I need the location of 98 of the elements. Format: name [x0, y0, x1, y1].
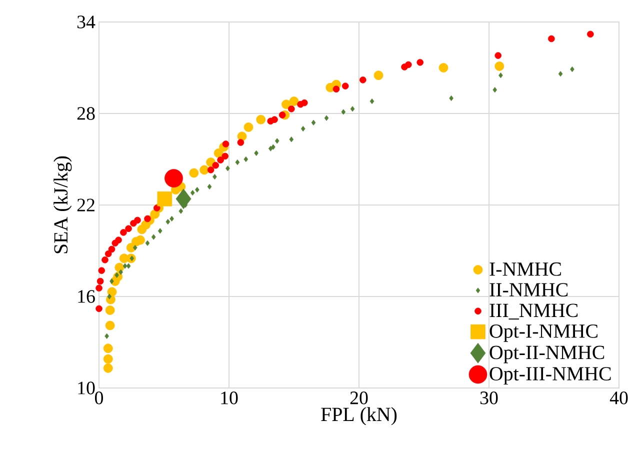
point: [237, 139, 244, 146]
point: [278, 112, 286, 118]
point: [300, 126, 306, 132]
y-tick-label: 10: [78, 382, 95, 394]
point: [103, 344, 113, 354]
point: [158, 228, 162, 234]
point: [324, 115, 329, 121]
point: [120, 229, 127, 236]
point: [145, 240, 150, 246]
x-tick-label: 20: [350, 392, 368, 404]
point: [189, 168, 199, 178]
point: [190, 190, 195, 196]
point: [438, 63, 448, 72]
point: [108, 246, 116, 253]
point: [96, 278, 104, 285]
point: [118, 269, 123, 275]
y-tick-label: 16: [78, 290, 95, 303]
point: [289, 136, 294, 142]
point: [289, 96, 299, 106]
x-axis-title: FPL (kN): [321, 407, 397, 426]
point: [105, 306, 115, 315]
point: [360, 76, 366, 84]
point: [103, 363, 113, 373]
point: [301, 99, 308, 106]
point: [235, 159, 240, 166]
point: [492, 87, 498, 93]
point: [494, 52, 502, 59]
point: [102, 256, 108, 264]
point: [157, 191, 172, 206]
point: [226, 166, 230, 172]
y-tick-label: 34: [77, 16, 96, 28]
point: [178, 208, 184, 214]
y-tick-label: 28: [77, 107, 95, 120]
x-tick-label: 30: [480, 392, 498, 404]
point: [341, 109, 346, 115]
point: [222, 152, 229, 160]
y-tick-label: 22: [77, 198, 94, 212]
point: [548, 35, 555, 42]
point: [288, 106, 295, 112]
x-tick-label: 0: [94, 392, 104, 404]
x-tick-label: 40: [610, 392, 628, 404]
point: [207, 166, 214, 174]
legend-label: Opt-II-NMHC: [490, 346, 604, 364]
point: [271, 144, 276, 150]
point: [587, 30, 594, 38]
point: [268, 146, 273, 152]
point: [151, 234, 156, 240]
point: [107, 287, 117, 297]
point: [98, 267, 106, 274]
point: [126, 263, 131, 269]
point: [136, 235, 145, 245]
point: [104, 250, 112, 258]
point: [416, 59, 424, 66]
point: [122, 263, 128, 269]
point: [217, 156, 224, 164]
point: [271, 116, 278, 123]
legend-label: Opt-III-NMHC: [490, 367, 611, 385]
point: [244, 156, 248, 162]
point: [96, 284, 102, 292]
point: [254, 150, 258, 156]
point: [256, 114, 266, 124]
point: [342, 82, 349, 90]
point: [105, 320, 115, 330]
y-axis-title: SEA (kJ/kg): [54, 156, 72, 254]
point: [374, 70, 384, 80]
point: [282, 100, 291, 110]
point: [274, 138, 280, 144]
point: [558, 71, 563, 77]
point: [311, 120, 316, 126]
x-tick-label: 10: [221, 392, 238, 404]
point: [200, 165, 210, 175]
point: [332, 86, 340, 92]
point: [176, 188, 192, 210]
point: [166, 218, 170, 225]
point: [125, 225, 132, 232]
point: [134, 216, 141, 224]
point: [103, 354, 113, 364]
point: [405, 61, 412, 68]
point: [164, 169, 183, 188]
point: [222, 140, 230, 148]
point: [207, 184, 212, 190]
point: [212, 162, 220, 169]
legend-label: II-NMHC: [490, 283, 568, 296]
legend-label: I-NMHC: [490, 262, 561, 276]
point: [494, 62, 504, 71]
point: [96, 305, 102, 312]
point: [350, 106, 355, 112]
point: [153, 204, 160, 212]
legend-label: III_NMHC: [490, 304, 578, 320]
point: [244, 122, 254, 132]
point: [370, 98, 374, 104]
point: [115, 236, 122, 244]
point: [107, 294, 112, 300]
point: [133, 244, 138, 250]
legend-label: Opt-I-NMHC: [490, 324, 598, 342]
point: [498, 72, 503, 78]
point: [144, 215, 151, 222]
point: [104, 333, 109, 339]
